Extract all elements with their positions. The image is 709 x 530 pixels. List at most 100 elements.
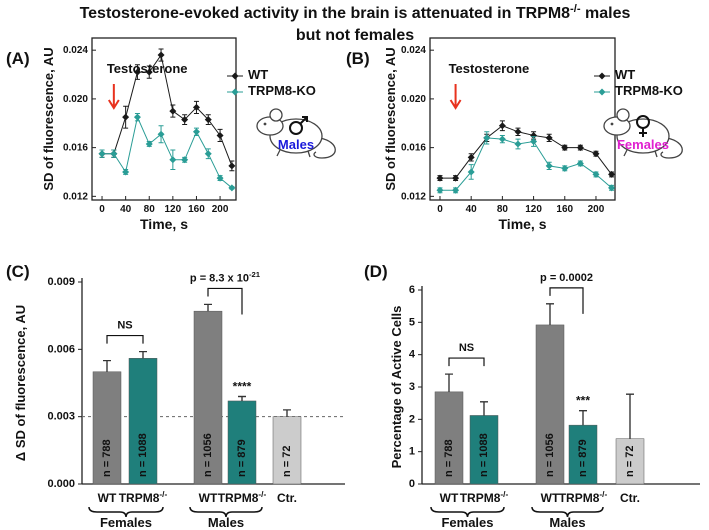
text-part: 0: [409, 478, 415, 490]
data-point: [157, 130, 165, 138]
y-tick-label: 6: [409, 284, 415, 296]
y-tick-label: 4: [409, 349, 416, 361]
x-tick-label: 200: [588, 204, 605, 215]
data-point: [181, 156, 189, 164]
mouse-eye: [263, 122, 267, 126]
data-point: [133, 113, 141, 121]
text-part: n = 1056: [202, 433, 214, 477]
y-axis-label: Percentage of Active Cells: [389, 306, 404, 469]
data-point: [192, 103, 200, 111]
data-point: [145, 140, 153, 148]
bar: [128, 358, 158, 485]
text-part: 80: [497, 204, 509, 215]
data-point: [216, 131, 224, 139]
text-part: n = 879: [236, 439, 248, 477]
x-tick-label: 0: [437, 204, 443, 215]
text-part: 160: [556, 204, 573, 215]
data-point: [545, 134, 553, 142]
text-part: WT: [541, 491, 560, 505]
data-point: [216, 174, 224, 182]
text-part: 0.012: [401, 191, 426, 202]
data-point: [157, 51, 165, 59]
bar: [535, 324, 565, 485]
data-point: [561, 164, 569, 172]
text-part: Percentage of Active Cells: [389, 306, 404, 469]
significance-bracket: [448, 357, 485, 367]
text-part: Males: [549, 515, 585, 530]
y-tick-label: 3: [409, 381, 415, 393]
text-part: 0.000: [47, 478, 75, 490]
text-part: 3: [409, 381, 415, 393]
data-point: [608, 184, 616, 192]
x-tick-label: WT: [199, 491, 218, 505]
error-bar-upper: [283, 409, 291, 417]
data-point: [498, 135, 506, 143]
x-tick-label: TRPM8-/-: [218, 489, 267, 505]
text-part: 4: [409, 349, 416, 361]
text-part: 40: [466, 204, 478, 215]
x-tick-label: 200: [212, 204, 229, 215]
y-tick-label: 0.000: [47, 478, 75, 490]
text-part: n = 1088: [137, 433, 149, 477]
group-brace: [531, 506, 604, 518]
text-part: WT: [199, 491, 218, 505]
data-point: [452, 186, 460, 194]
text-part: Females: [441, 515, 493, 530]
x-tick-label: 0: [99, 204, 105, 215]
text-part: Males: [278, 137, 314, 152]
text-part: 120: [165, 204, 182, 215]
text-part: n = 879: [577, 439, 589, 477]
bar-label: n = 1056: [202, 433, 214, 477]
mouse-icon: Males: [256, 108, 336, 159]
text-part: SD of fluorescence, AU: [41, 47, 56, 190]
data-point: [98, 150, 106, 158]
series-line: [439, 137, 612, 191]
x-axis-label: Time, s: [499, 216, 547, 232]
y-tick-label: 0: [409, 478, 415, 490]
y-tick-label: 0.012: [63, 191, 88, 202]
error-bar-upper: [204, 303, 212, 312]
data-point: [545, 162, 553, 170]
data-point: [122, 113, 130, 121]
text-part: Testosterone: [449, 61, 530, 76]
text-part: 0.003: [47, 411, 75, 423]
data-point: [145, 68, 153, 76]
x-tick-label: Ctr.: [620, 491, 640, 505]
significance-bracket: [549, 287, 584, 314]
bar-label: n = 72: [624, 446, 636, 478]
text-part: 120: [525, 204, 542, 215]
text-part: (B): [346, 49, 370, 68]
panel-label: (B): [346, 49, 370, 68]
bar: [227, 400, 257, 485]
text-part: ****: [233, 380, 252, 394]
group-brace: [189, 506, 263, 518]
significance-bracket: [106, 334, 144, 344]
mouse-legs: [623, 149, 658, 158]
text-part: TRPM8-KO: [615, 83, 683, 98]
bar-label: n = 72: [281, 446, 293, 478]
bar-label: n = 1088: [478, 433, 490, 477]
sex-symbol: [299, 116, 308, 125]
text-part: (C): [6, 262, 30, 281]
text-part: WT: [615, 67, 635, 82]
x-tick-label: 160: [188, 204, 205, 215]
annotation: Testosterone: [107, 61, 188, 76]
text-part: but not females: [296, 27, 414, 44]
text-part: TRPM8: [218, 491, 259, 505]
stimulus-arrow: [449, 84, 462, 110]
group-label: Females: [100, 515, 152, 530]
text-part: 1: [409, 446, 415, 458]
y-tick-label: 0.016: [401, 142, 426, 153]
figure-title: but not females: [296, 27, 414, 44]
data-point: [228, 184, 236, 192]
text-part: TRPM8-KO: [248, 83, 316, 98]
significance-label: NS: [459, 342, 474, 354]
y-tick-label: 0.003: [47, 411, 75, 423]
significance-label: p = 0.0002: [540, 272, 593, 284]
y-tick-label: 0.006: [47, 343, 75, 355]
y-tick-label: 0.020: [63, 94, 88, 105]
y-tick-label: 0.009: [47, 276, 75, 288]
group-label: Females: [441, 515, 493, 530]
x-axis-label: Time, s: [140, 216, 188, 232]
error-bar-upper: [103, 359, 111, 372]
